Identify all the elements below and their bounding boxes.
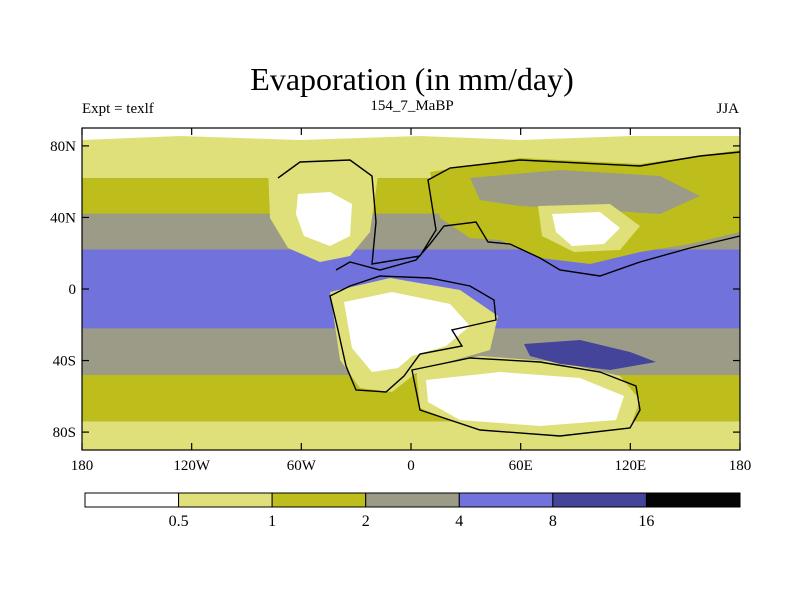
colorbar-swatch bbox=[84, 492, 180, 508]
x-tick-label: 180 bbox=[729, 458, 752, 474]
season-label: JJA bbox=[716, 101, 739, 117]
arctic-island bbox=[106, 138, 160, 154]
colorbar-swatch bbox=[458, 492, 554, 508]
x-tick-label: 60E bbox=[509, 458, 533, 474]
x-tick-label: 120E bbox=[614, 458, 646, 474]
north-america-interior bbox=[296, 192, 352, 246]
expt-label: Expt = texlf bbox=[82, 101, 154, 117]
colorbar-swatch bbox=[365, 492, 460, 508]
east-gondwana-interior bbox=[426, 372, 624, 426]
y-tick-label: 0 bbox=[69, 282, 77, 298]
colorbar-level-label: 16 bbox=[638, 513, 654, 530]
x-tick-label: 120W bbox=[173, 458, 211, 474]
coastlines bbox=[277, 151, 741, 437]
colorbar-level-label: 4 bbox=[455, 513, 463, 530]
north-america bbox=[268, 160, 378, 262]
coastline-east-gondwana bbox=[411, 357, 641, 437]
x-tick-label: 60W bbox=[287, 458, 317, 474]
colorbar-level-label: 0.5 bbox=[169, 513, 189, 530]
y-tick-label: 80S bbox=[53, 425, 76, 441]
colorbar-swatch bbox=[552, 492, 647, 508]
colorbar-level-label: 2 bbox=[362, 513, 370, 530]
band-southern-ocean-mid bbox=[82, 374, 740, 422]
y-tick-label: 80N bbox=[50, 139, 76, 155]
tethys-deep-evap bbox=[524, 340, 656, 370]
coastline-gondwana bbox=[329, 275, 497, 393]
south-america-africa bbox=[330, 278, 498, 392]
east-gondwana bbox=[416, 356, 640, 436]
colorbar-level-label: 1 bbox=[268, 513, 276, 530]
coastline-laurasia bbox=[277, 151, 741, 277]
eurasia bbox=[430, 150, 740, 264]
map-area: 180 120W 60W 0 60E 120E 180 80N 40N 0 40S 80S bbox=[50, 127, 752, 474]
colorbar-swatch bbox=[645, 492, 741, 508]
x-tick-label: 0 bbox=[407, 458, 415, 474]
time-label: 154_7_MaBP bbox=[370, 98, 453, 114]
colorbar-level-label: 8 bbox=[549, 513, 557, 530]
asia-dry-core bbox=[552, 212, 620, 246]
y-tick-label: 40S bbox=[53, 354, 76, 370]
x-tick-label: 180 bbox=[71, 458, 94, 474]
y-tick-label: 40N bbox=[50, 210, 76, 226]
colorbar-swatch bbox=[271, 492, 367, 508]
eurasia-core bbox=[470, 170, 700, 214]
chart-title: Evaporation (in mm/day) bbox=[250, 61, 573, 97]
colorbar-swatch bbox=[178, 492, 273, 508]
gondwana-west-interior bbox=[344, 292, 470, 372]
colorbar: 0.5 1 2 4 8 16 bbox=[84, 492, 741, 530]
